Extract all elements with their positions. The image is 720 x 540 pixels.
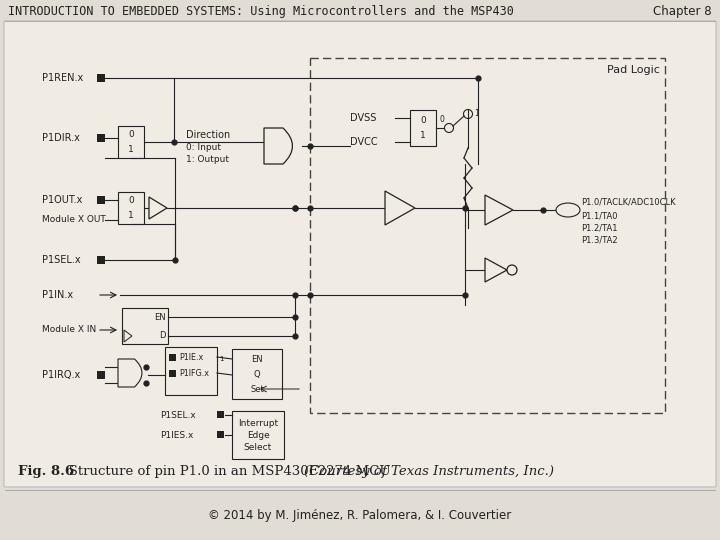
Polygon shape: [485, 258, 507, 282]
Text: P1REN.x: P1REN.x: [42, 73, 84, 83]
Text: © 2014 by M. Jiménez, R. Palomera, & I. Couvertier: © 2014 by M. Jiménez, R. Palomera, & I. …: [208, 509, 512, 522]
Text: 1: 1: [220, 356, 224, 362]
Bar: [97, 196, 105, 204]
Text: EN: EN: [251, 354, 263, 363]
Bar: [410, 110, 436, 146]
Polygon shape: [124, 330, 132, 342]
Text: Module X IN: Module X IN: [42, 326, 96, 334]
Text: 0: 0: [128, 197, 134, 205]
Text: P1IE.x: P1IE.x: [179, 354, 203, 362]
Bar: [118, 192, 144, 224]
Polygon shape: [485, 195, 513, 225]
Text: P1IFG.x: P1IFG.x: [179, 369, 209, 379]
Text: P1.3/TA2: P1.3/TA2: [581, 235, 618, 245]
Text: 1: 1: [420, 131, 426, 140]
Bar: [97, 371, 105, 379]
Text: 1: 1: [474, 110, 479, 118]
PathPatch shape: [118, 359, 142, 387]
Bar: [232, 349, 282, 399]
Text: Pad Logic: Pad Logic: [607, 65, 660, 75]
Text: Fig. 8.6: Fig. 8.6: [18, 465, 74, 478]
PathPatch shape: [264, 128, 292, 164]
Text: D: D: [158, 332, 166, 341]
Text: 1: 1: [128, 211, 134, 220]
Bar: [165, 347, 217, 395]
Bar: [310, 58, 665, 413]
Polygon shape: [385, 191, 415, 225]
Text: Chapter 8: Chapter 8: [653, 5, 712, 18]
Bar: [217, 411, 224, 418]
Bar: [97, 74, 105, 82]
FancyBboxPatch shape: [4, 21, 716, 487]
Bar: [118, 126, 144, 158]
Text: P1OUT.x: P1OUT.x: [42, 195, 82, 205]
Text: P1DIR.x: P1DIR.x: [42, 133, 80, 143]
Text: P1.0/TACLK/ADC10CLK: P1.0/TACLK/ADC10CLK: [581, 198, 675, 206]
Text: P1SEL.x: P1SEL.x: [42, 255, 81, 265]
Bar: [217, 431, 224, 438]
Bar: [97, 256, 105, 264]
Polygon shape: [149, 197, 167, 219]
Text: Select: Select: [244, 442, 272, 451]
Bar: [97, 134, 105, 142]
Text: Interrupt: Interrupt: [238, 418, 278, 428]
Text: P1IRQ.x: P1IRQ.x: [42, 370, 80, 380]
Text: 1: Output: 1: Output: [186, 156, 229, 165]
Text: Q: Q: [253, 370, 261, 380]
Bar: [169, 370, 176, 377]
Text: 1: 1: [128, 145, 134, 153]
Text: 0: 0: [440, 114, 444, 124]
Bar: [169, 354, 176, 361]
Text: 0: Input: 0: Input: [186, 144, 221, 152]
Text: P1.1/TA0: P1.1/TA0: [581, 212, 618, 220]
Text: Edge: Edge: [247, 430, 269, 440]
Text: Module X OUT: Module X OUT: [42, 215, 106, 225]
Text: P1.2/TA1: P1.2/TA1: [581, 224, 618, 233]
Text: P1IES.x: P1IES.x: [160, 430, 194, 440]
Text: 0: 0: [128, 131, 134, 139]
Text: Structure of pin P1.0 in an MSP430F2274 MCU: Structure of pin P1.0 in an MSP430F2274 …: [56, 465, 395, 478]
Text: EN: EN: [154, 313, 166, 321]
Text: INTRODUCTION TO EMBEDDED SYSTEMS: Using Microcontrollers and the MSP430: INTRODUCTION TO EMBEDDED SYSTEMS: Using …: [8, 5, 514, 18]
Bar: [122, 308, 168, 344]
Text: Set: Set: [250, 384, 264, 394]
Text: 0: 0: [420, 116, 426, 125]
Text: (Courtesy of Texas Instruments, Inc.): (Courtesy of Texas Instruments, Inc.): [304, 465, 554, 478]
Text: Direction: Direction: [186, 130, 230, 140]
Ellipse shape: [556, 203, 580, 217]
Text: DVCC: DVCC: [350, 137, 377, 147]
Text: P1SEL.x: P1SEL.x: [160, 410, 196, 420]
Text: DVSS: DVSS: [350, 113, 377, 123]
Text: P1IN.x: P1IN.x: [42, 290, 73, 300]
Bar: [232, 411, 284, 459]
